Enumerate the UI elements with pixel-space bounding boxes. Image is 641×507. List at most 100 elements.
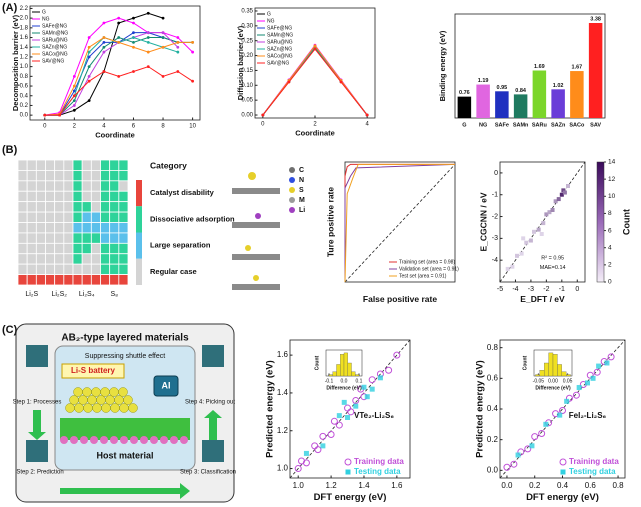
point xyxy=(596,363,602,369)
x-tick-label: 8 xyxy=(161,124,165,130)
legend-label: Li xyxy=(299,207,305,214)
sulfur-atom xyxy=(101,403,111,413)
panel-label: (B) xyxy=(2,144,18,156)
legend-label: SAFe@NG xyxy=(267,25,292,31)
point xyxy=(564,398,570,404)
heat-cell xyxy=(63,211,74,223)
legend-label: SACo@NG xyxy=(267,53,293,59)
heat-cell xyxy=(45,222,56,234)
hist-bar xyxy=(544,362,549,377)
host-layer xyxy=(60,418,190,440)
colorbar-tick-label: 14 xyxy=(608,159,616,166)
sulfur-atom xyxy=(123,395,133,405)
legend-swatch xyxy=(560,469,566,475)
heat-cell xyxy=(35,242,46,255)
point xyxy=(161,45,165,49)
heat-cell xyxy=(26,242,37,255)
heat-cell xyxy=(45,201,56,213)
annotation: R² = 0.95 xyxy=(541,255,564,261)
colorbar-tick-label: 2 xyxy=(608,262,612,269)
x-tick-label: 1.2 xyxy=(326,481,338,490)
value-label: 1.69 xyxy=(534,64,545,70)
point xyxy=(524,445,532,453)
atom xyxy=(255,213,261,219)
heat-cell xyxy=(45,263,56,275)
point xyxy=(261,113,265,117)
legend-swatch xyxy=(136,232,142,259)
legend-label: M xyxy=(299,197,305,204)
x-tick-label: G xyxy=(462,122,466,128)
point xyxy=(117,74,121,78)
heat-cell xyxy=(54,159,65,171)
heat-cell xyxy=(90,201,101,213)
y-axis-label: E_CGCNN / eV xyxy=(478,192,488,251)
heat-cell xyxy=(63,253,74,265)
heat-cell xyxy=(118,232,129,244)
value-label: 0.95 xyxy=(497,85,508,91)
point xyxy=(102,21,106,25)
heat-cell xyxy=(35,159,46,171)
heat-cell xyxy=(26,274,37,286)
heat-cell xyxy=(54,263,65,275)
point xyxy=(87,50,91,54)
y-axis-label: Diffusion barrier (eV) xyxy=(236,25,245,100)
point xyxy=(132,45,135,49)
x-tick-label: SAV xyxy=(590,122,601,128)
heat-cell xyxy=(100,211,111,223)
robot-icon xyxy=(26,440,48,462)
heat-cell xyxy=(26,159,37,171)
x-tick-label: 1.0 xyxy=(293,481,305,490)
value-label: 1.02 xyxy=(553,83,564,89)
heat-cell xyxy=(81,253,92,265)
point xyxy=(365,113,369,117)
point xyxy=(339,80,343,84)
sulfur-atom xyxy=(91,387,101,397)
heat-cell xyxy=(90,253,101,265)
hex-cell xyxy=(510,264,515,269)
step-label: Step 2: Prediction xyxy=(16,470,63,476)
y-tick-label: 0.20 xyxy=(241,53,253,59)
heat-cell xyxy=(100,180,111,192)
point xyxy=(320,443,326,449)
sulfur-atom xyxy=(83,403,93,413)
hex-cell xyxy=(515,253,519,258)
chart: -5 -4 -3 -2 -1 0 -4 -3 -2 -1 0 E_DFT / eV E_CGCNN / … xyxy=(478,159,631,304)
legend-label: SACo@NG xyxy=(42,51,68,57)
legend-label: SAZn@NG xyxy=(267,46,292,52)
arrow xyxy=(60,483,190,499)
legend-label: G xyxy=(267,11,271,17)
slab xyxy=(232,222,280,228)
x-tick-label: 0.00 xyxy=(548,378,558,384)
y-tick-label: 0.00 xyxy=(241,113,253,119)
x-tick-label: SARu xyxy=(532,122,547,128)
hex-cell xyxy=(556,197,561,202)
y-tick-label: 1.2 xyxy=(20,55,29,61)
point xyxy=(607,353,615,361)
atom xyxy=(253,275,259,281)
sulfur-atom xyxy=(105,395,115,405)
sulfur-atom xyxy=(73,387,83,397)
point xyxy=(336,413,342,419)
point xyxy=(72,108,76,112)
heat-cell xyxy=(72,180,83,192)
legend-label: SAMn@NG xyxy=(42,30,68,36)
y-tick-label: 0.8 xyxy=(20,74,29,80)
host-atom xyxy=(170,436,178,444)
annotation: MAE=0.14 xyxy=(540,265,566,271)
heat-cell xyxy=(35,222,46,234)
heat-cell xyxy=(54,242,65,255)
point xyxy=(347,408,355,416)
point xyxy=(352,396,360,404)
hex-cell xyxy=(559,192,564,197)
point xyxy=(87,36,91,39)
hist-bar xyxy=(355,374,360,377)
point xyxy=(87,65,91,69)
hex-cell xyxy=(521,236,526,241)
point xyxy=(191,50,195,54)
slab xyxy=(232,188,280,194)
heat-cell xyxy=(118,211,129,223)
heat-cell xyxy=(109,263,120,275)
x-axis-label: Difference (eV) xyxy=(326,385,362,391)
